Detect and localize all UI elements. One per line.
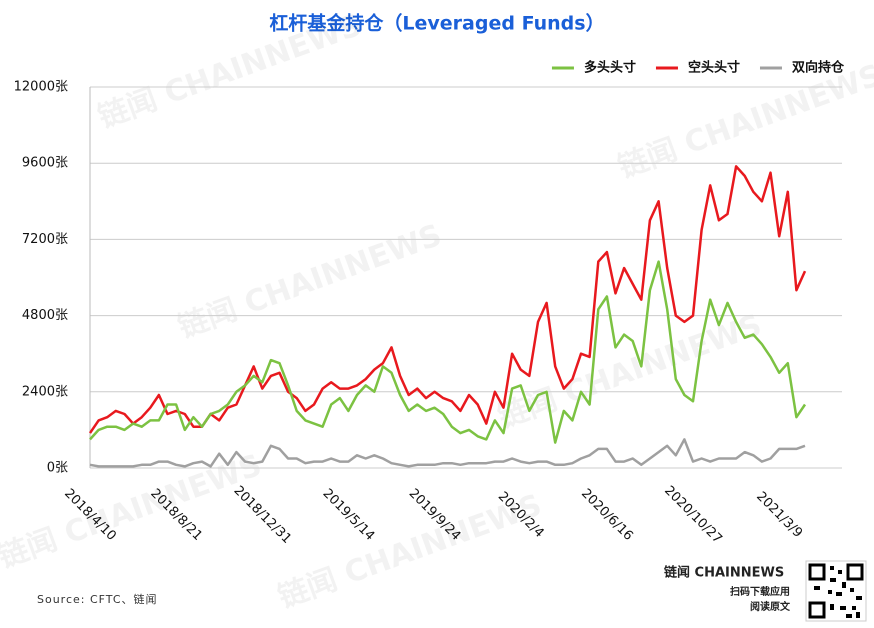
watermark: 链闻 CHAINNEWS [614, 58, 874, 186]
chart-title: 杠杆基金持仓（Leveraged Funds） [269, 12, 604, 35]
legend-label: 多头头寸 [584, 60, 636, 76]
x-tick-label: 2021/3/9 [753, 489, 805, 541]
x-tick-label: 2020/6/16 [578, 486, 636, 544]
legend-label: 双向持仓 [792, 60, 845, 76]
x-tick-label: 2020/10/27 [661, 483, 725, 547]
y-tick-label: 4800张 [22, 308, 68, 323]
y-tick-label: 2400张 [22, 384, 68, 399]
y-tick-label: 7200张 [22, 232, 68, 247]
series-line [89, 260, 807, 444]
watermark: 链闻 CHAINNEWS [174, 218, 447, 346]
x-tick-label: 2018/12/31 [230, 483, 294, 547]
y-tick-label: 9600张 [22, 156, 68, 171]
legend-label: 空头头寸 [688, 60, 740, 76]
watermark: 链闻 CHAINNEWS [94, 8, 367, 136]
qr-code [805, 560, 867, 622]
y-tick-label: 12000张 [14, 80, 68, 95]
source: Source: CFTC、链闻 [37, 592, 158, 606]
watermark: 链闻 CHAINNEWS [494, 308, 767, 436]
y-tick-label: 0张 [47, 461, 68, 476]
brand-line: 阅读原文 [750, 600, 791, 613]
x-tick-label: 2019/5/14 [320, 486, 378, 544]
brand-line: 扫码下载应用 [730, 585, 790, 598]
series-line [89, 438, 806, 468]
series-line [88, 165, 807, 434]
brand-logo: 链闻 CHAINNEWS [663, 565, 784, 581]
